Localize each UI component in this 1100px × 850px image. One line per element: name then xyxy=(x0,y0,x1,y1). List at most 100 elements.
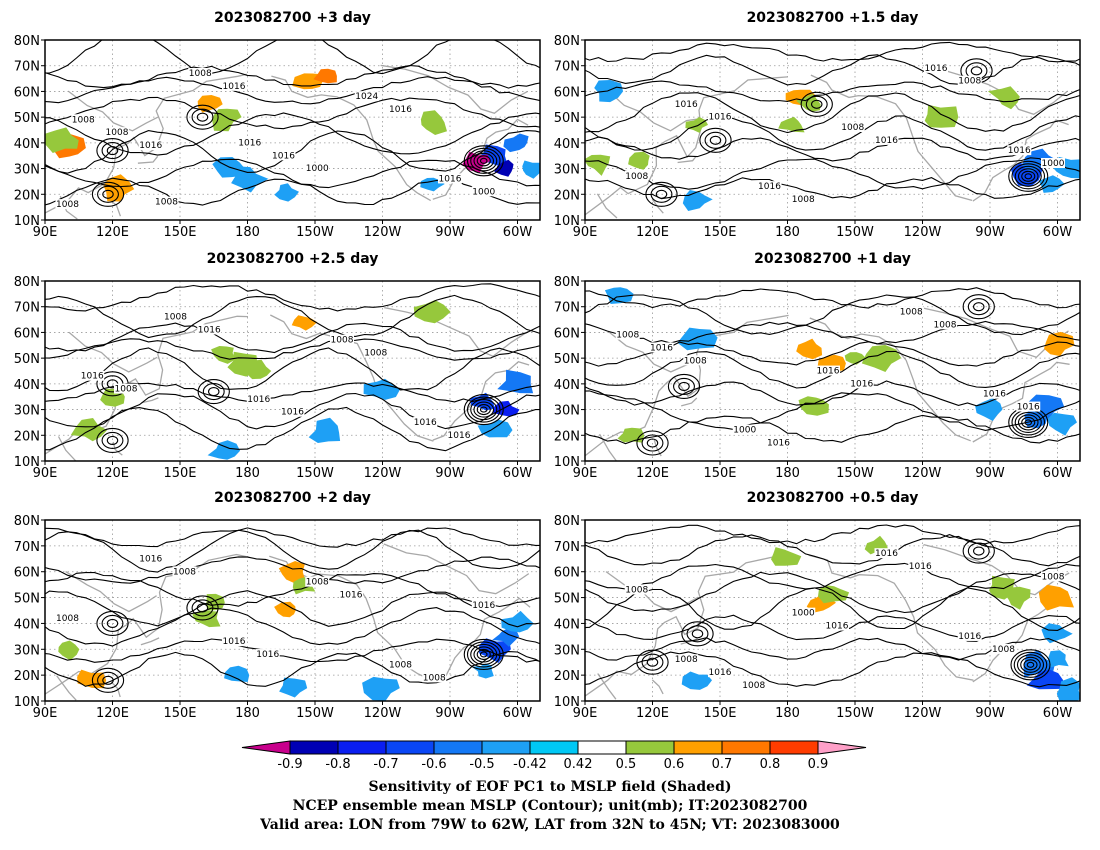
contour-label: 1016 xyxy=(256,650,279,660)
shaded-cell xyxy=(628,151,650,170)
contour-line xyxy=(585,380,1080,407)
shaded-cell xyxy=(413,300,451,324)
colorbar-level-label: -0.5 xyxy=(469,757,494,772)
contour-line xyxy=(45,651,540,687)
shaded-cell xyxy=(1038,584,1074,611)
shaded-cell xyxy=(1047,650,1069,668)
contour-ring xyxy=(1011,163,1046,190)
lon-tick-label: 180 xyxy=(235,466,260,481)
shaded-cell xyxy=(501,610,534,633)
colorbar-swatch xyxy=(385,740,435,755)
contour-label: 1016 xyxy=(875,549,898,559)
shaded-cell xyxy=(192,610,221,628)
contour-label: 1016 xyxy=(817,367,840,377)
shaded-cell xyxy=(682,190,713,211)
contour-ring xyxy=(102,189,114,199)
contour-ring xyxy=(641,653,664,671)
sensitivity-shading xyxy=(70,300,534,460)
lat-tick-label: 40N xyxy=(554,137,580,152)
shaded-cell xyxy=(522,160,540,179)
lon-tick-label: 90E xyxy=(573,706,598,721)
contour-ring xyxy=(186,595,219,621)
lat-tick-label: 20N xyxy=(14,429,40,444)
coastline-segment xyxy=(67,90,158,132)
colorbar-swatch xyxy=(529,740,579,755)
contour-label: 1008 xyxy=(900,307,923,317)
panel-frame xyxy=(584,280,1081,462)
mslp-contours xyxy=(585,524,1080,688)
contour-label: 1016 xyxy=(414,418,437,428)
contour-ring xyxy=(96,610,129,636)
contour-label-bg xyxy=(422,672,447,683)
contour-label-bg xyxy=(874,134,899,145)
lat-tick-label: 70N xyxy=(14,60,40,75)
lon-tick-label: 180 xyxy=(235,225,260,240)
shaded-cell xyxy=(212,108,242,132)
lat-tick-label: 60N xyxy=(14,326,40,341)
contour-label: 1016 xyxy=(247,395,270,405)
contour-label-bg xyxy=(280,406,305,417)
lat-tick-label: 70N xyxy=(554,301,580,316)
lon-tick-label: 120W xyxy=(364,225,402,240)
contour-label-bg xyxy=(624,584,649,595)
contour-line xyxy=(585,54,1080,86)
lat-tick-label: 50N xyxy=(14,592,40,607)
colorbar-level-label: 0.9 xyxy=(808,757,829,772)
contour-label: 1016 xyxy=(238,138,261,148)
contour-ring xyxy=(1024,173,1033,180)
shaded-cell xyxy=(279,677,308,698)
contour-label-bg xyxy=(305,163,330,174)
lon-tick-label: 120W xyxy=(904,225,942,240)
contour-label-bg xyxy=(1041,158,1065,168)
contour-ring xyxy=(709,135,722,145)
contour-line xyxy=(45,347,540,392)
contour-label-bg xyxy=(899,306,924,317)
lat-tick-label: 70N xyxy=(14,301,40,316)
map-area: 1008 1016 1016 1008 1016 1016 1008 1016 1008 1016 xyxy=(45,281,540,461)
lat-tick-label: 10N xyxy=(554,695,580,710)
contour-ring xyxy=(678,381,690,391)
contour-label-bg xyxy=(55,199,80,210)
contour-ring xyxy=(470,643,498,666)
coastline-segment xyxy=(110,681,121,698)
panel-frame xyxy=(584,39,1081,221)
contour-label-bg xyxy=(413,417,438,427)
contour-label: 1016 xyxy=(1008,146,1031,156)
contour-label: 1008 xyxy=(992,645,1015,655)
lat-tick-label: 30N xyxy=(554,163,580,178)
contour-label-bg xyxy=(924,62,948,73)
contour-label-bg xyxy=(766,437,791,448)
panel-frame xyxy=(44,280,541,462)
contour-labels: 1008 1016 1016 1008 1008 1016 1016 1008 1008 1016 xyxy=(55,553,496,683)
contour-ring xyxy=(101,142,124,160)
shaded-cell xyxy=(58,640,80,661)
axis-ticks: 90E 120E 150E 180 150W 120W 90W 60W 10N 20N 30N 40N… xyxy=(554,275,1073,481)
contour-ring xyxy=(699,127,732,153)
sensitivity-shading xyxy=(58,561,534,701)
map-panel-p4: 1008 1016 1016 1008 1016 1016 1000 1016 1008 1016… xyxy=(554,251,1081,481)
coastline-segment xyxy=(599,433,618,461)
mslp-contours xyxy=(45,527,540,693)
shaded-cell xyxy=(246,359,272,380)
shaded-cell xyxy=(231,166,269,193)
contour-labels: 1008 1016 1016 1000 1016 1000 1008 1008 1016 1024… xyxy=(55,68,496,210)
lat-tick-label: 80N xyxy=(14,34,40,49)
shaded-cell xyxy=(308,417,341,443)
contour-ring xyxy=(972,302,985,312)
footer-line-1: Sensitivity of EOF PC1 to MSLP field (Sh… xyxy=(368,779,731,795)
colorbar-swatch xyxy=(721,740,771,755)
colorbar-swatch xyxy=(577,740,627,755)
contour-ring xyxy=(667,373,701,399)
lon-tick-label: 120E xyxy=(96,466,129,481)
contour-ring xyxy=(970,66,983,76)
lon-tick-label: 180 xyxy=(775,706,800,721)
axis-ticks: 90E 120E 150E 180 150W 120W 90W 60W 10N 20N 30N 40N… xyxy=(14,34,533,240)
map-area: 1008 1016 1016 1008 1008 1016 1000 1016 1016 1008… xyxy=(585,520,1080,701)
contour-line xyxy=(585,157,1080,190)
shaded-cell xyxy=(224,665,250,682)
shaded-cell xyxy=(70,418,108,442)
colorbar-level-label: 0.6 xyxy=(664,757,685,772)
contour-line xyxy=(585,177,1080,200)
axis-ticks: 90E 120E 150E 180 150W 120W 90W 60W 10N 20N 30N 40N… xyxy=(554,514,1073,721)
lat-tick-label: 70N xyxy=(554,60,580,75)
